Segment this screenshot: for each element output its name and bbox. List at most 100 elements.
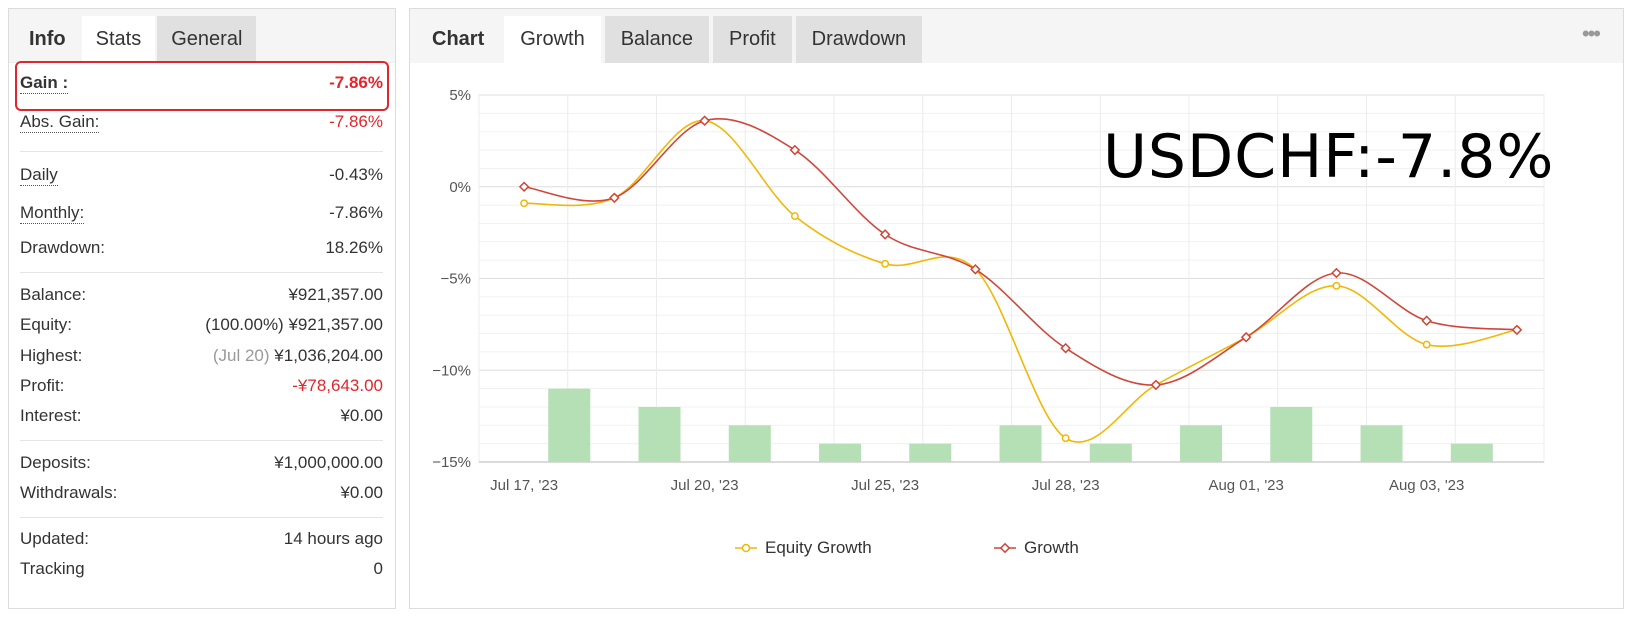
growth-point xyxy=(879,229,891,240)
volume-bar xyxy=(1089,443,1132,462)
tab-info[interactable]: Info xyxy=(15,16,80,63)
row-tracking: Tracking 0 xyxy=(20,557,383,581)
volume-bar xyxy=(1450,443,1493,462)
equity-label: Equity: xyxy=(20,315,72,334)
abs-gain-value: -7.86% xyxy=(329,112,383,131)
x-tick-label: Jul 25, '23 xyxy=(851,477,919,494)
gain-label[interactable]: Gain : xyxy=(20,72,69,94)
volume-bar xyxy=(1270,406,1313,462)
row-interest: Interest: ¥0.00 xyxy=(20,404,383,428)
deposits-value: ¥1,000,000.00 xyxy=(274,453,383,472)
x-tick-label: Jul 28, '23 xyxy=(1032,477,1100,494)
equity-growth-legend-icon xyxy=(735,543,757,553)
x-tick-label: Jul 17, '23 xyxy=(490,477,558,494)
equity-growth-point xyxy=(520,199,529,208)
volume-bar xyxy=(638,406,681,462)
row-drawdown: Drawdown: 18.26% xyxy=(20,236,383,260)
growth-point xyxy=(518,181,530,193)
monthly-value: -7.86% xyxy=(329,203,383,222)
y-axis-labels: 5% 0% −5% −10% −15% xyxy=(432,87,471,471)
chart-panel: Chart Growth Balance Profit Drawdown ••• xyxy=(409,8,1624,609)
volume-bar xyxy=(909,443,952,462)
tab-general[interactable]: General xyxy=(157,16,257,63)
monthly-label[interactable]: Monthly: xyxy=(20,202,85,224)
gain-highlight-box xyxy=(15,61,389,111)
row-updated: Updated: 14 hours ago xyxy=(20,527,383,551)
drawdown-value: 18.26% xyxy=(325,238,383,257)
profit-label: Profit: xyxy=(20,376,65,395)
equity-growth-point xyxy=(790,212,799,221)
drawdown-label: Drawdown: xyxy=(20,238,106,257)
growth-point xyxy=(970,264,981,275)
growth-point xyxy=(1331,267,1342,279)
growth-point xyxy=(1421,315,1432,327)
divider xyxy=(20,517,383,518)
legend-equity-growth-label: Equity Growth xyxy=(765,538,872,557)
account-info-panel: Info Stats General Gain : -7.86% Abs. Ga… xyxy=(8,8,396,609)
balance-value: ¥921,357.00 xyxy=(288,285,383,304)
divider xyxy=(20,272,383,273)
growth-point xyxy=(1060,342,1071,354)
updated-label: Updated: xyxy=(20,529,89,548)
row-withdrawals: Withdrawals: ¥0.00 xyxy=(20,481,383,505)
tab-profit[interactable]: Profit xyxy=(712,16,792,63)
interest-value: ¥0.00 xyxy=(340,406,383,425)
point-markers xyxy=(518,115,1523,443)
row-highest: Highest: (Jul 20) ¥1,036,204.00 xyxy=(20,344,383,368)
tab-chart[interactable]: Chart xyxy=(416,16,501,63)
row-daily: Daily -0.43% xyxy=(20,163,383,187)
volume-bar xyxy=(548,388,591,462)
tab-drawdown[interactable]: Drawdown xyxy=(795,16,923,63)
volume-bar xyxy=(819,443,862,462)
row-profit: Profit: -¥78,643.00 xyxy=(20,374,383,398)
growth-point xyxy=(789,144,801,156)
divider xyxy=(20,440,383,441)
y-tick-label: 0% xyxy=(449,179,471,196)
equity-growth-point xyxy=(1332,281,1341,290)
volume-bar xyxy=(1180,425,1223,462)
gain-value: -7.86% xyxy=(329,73,383,92)
x-tick-label: Jul 20, '23 xyxy=(671,477,739,494)
tab-growth[interactable]: Growth xyxy=(504,16,601,63)
volume-bar xyxy=(999,425,1042,462)
y-tick-label: −5% xyxy=(441,271,471,288)
daily-value: -0.43% xyxy=(329,165,383,184)
tab-balance[interactable]: Balance xyxy=(604,16,709,63)
info-tabs: Info Stats General xyxy=(9,9,395,63)
legend-growth-label: Growth xyxy=(1024,538,1079,557)
y-tick-label: −15% xyxy=(432,454,471,471)
divider xyxy=(20,151,383,152)
abs-gain-label[interactable]: Abs. Gain: xyxy=(20,111,100,133)
highest-date: (Jul 20) xyxy=(212,346,270,365)
deposits-label: Deposits: xyxy=(20,453,91,472)
x-tick-label: Aug 01, '23 xyxy=(1208,477,1283,494)
growth-point xyxy=(609,192,620,204)
y-tick-label: 5% xyxy=(449,87,471,104)
tracking-label: Tracking xyxy=(20,559,85,578)
volume-bar xyxy=(1360,425,1403,462)
growth-point xyxy=(699,115,710,126)
volume-bar xyxy=(728,425,771,462)
y-tick-label: −10% xyxy=(432,362,471,379)
growth-point xyxy=(1511,324,1523,336)
growth-point xyxy=(1240,331,1252,343)
equity-value-wrap: (100.00%) ¥921,357.00 xyxy=(205,315,383,335)
highest-value: ¥1,036,204.00 xyxy=(274,346,383,365)
growth-legend-icon xyxy=(994,542,1016,554)
profit-value: -¥78,643.00 xyxy=(292,376,383,395)
equity-value: ¥921,357.00 xyxy=(288,315,383,334)
equity-growth-point xyxy=(881,259,890,268)
more-options-icon[interactable]: ••• xyxy=(1581,21,1601,46)
growth-chart: 5% 0% −5% −10% −15% Jul 17, '23 Jul 20, '23 Ju… xyxy=(432,87,1545,494)
highest-label: Highest: xyxy=(20,346,83,365)
legend-growth[interactable]: Growth xyxy=(994,538,1079,558)
row-equity: Equity: (100.00%) ¥921,357.00 xyxy=(20,313,383,337)
row-abs-gain: Abs. Gain: -7.86% xyxy=(20,110,383,134)
daily-label[interactable]: Daily xyxy=(20,164,58,186)
interest-label: Interest: xyxy=(20,406,82,425)
equity-growth-point xyxy=(1422,340,1431,349)
chart-tabs: Chart Growth Balance Profit Drawdown xyxy=(410,9,1623,63)
tracking-value: 0 xyxy=(373,559,383,578)
tab-stats[interactable]: Stats xyxy=(81,16,156,63)
legend-equity-growth[interactable]: Equity Growth xyxy=(735,538,872,558)
